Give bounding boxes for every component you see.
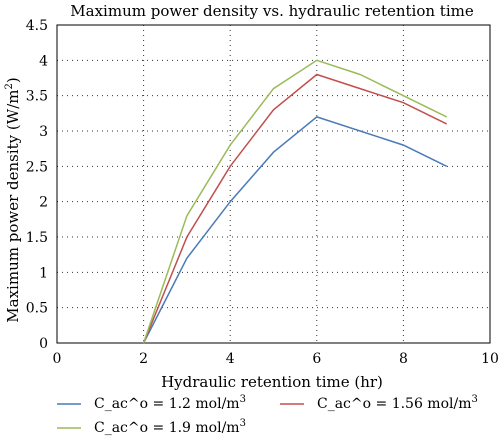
x-tick-label: 8	[399, 351, 408, 367]
legend-label-2: C_ac^o = 1.56 mol/m3	[317, 394, 478, 412]
x-axis-label: Hydraulic retention time (hr)	[161, 373, 383, 391]
y-tick-label: 3	[39, 124, 48, 140]
legend: C_ac^o = 1.2 mol/m3 C_ac^o = 1.56 mol/m3C…	[57, 394, 478, 436]
y-tick-label: 0.5	[26, 301, 48, 317]
y-axis-ticks: 0 0.5 1 1.5 2 2.5 3 3.5 4 4.5	[26, 18, 48, 352]
legend-label-main: C_ac^o = 1.2 mol/m	[94, 396, 240, 412]
series-lines	[142, 59, 448, 344]
y-axis-label-sup: 2	[4, 83, 15, 89]
y-tick-label: 1	[39, 265, 48, 281]
y-tick-label: 0	[39, 336, 48, 352]
legend-label-sup: 3	[240, 394, 246, 405]
series-line-3	[142, 59, 448, 344]
x-axis-ticks: 0 2 4 6 8 10	[53, 351, 499, 367]
legend-label-1: C_ac^o = 1.2 mol/m3	[94, 394, 246, 412]
y-tick-label: 2	[39, 195, 48, 211]
y-axis-label: Maximum power density (W/m2)	[4, 77, 22, 322]
legend-label-main: C_ac^o = 1.9 mol/m	[94, 420, 240, 436]
y-tick-label: 1.5	[26, 230, 48, 246]
grid	[57, 25, 490, 343]
y-tick-label: 3.5	[26, 89, 48, 105]
legend-label-sup: 3	[240, 418, 246, 429]
y-axis-label-main: Maximum power density (W/m	[4, 90, 22, 323]
chart-title: Maximum power density vs. hydraulic rete…	[70, 2, 474, 20]
x-tick-label: 2	[139, 351, 148, 367]
y-tick-label: 4.5	[26, 18, 48, 34]
y-axis-label-tail: )	[4, 77, 22, 83]
y-tick-label: 2.5	[26, 159, 48, 175]
plot-frame	[56, 24, 491, 344]
legend-label-sup: 3	[472, 394, 478, 405]
legend-label-3: C_ac^o = 1.9 mol/m3	[94, 418, 246, 436]
series-line-1	[142, 116, 448, 344]
legend-label-main: C_ac^o = 1.56 mol/m	[317, 396, 472, 412]
x-tick-label: 10	[481, 351, 499, 367]
series-line-2	[142, 73, 448, 344]
x-tick-label: 4	[226, 351, 235, 367]
x-tick-label: 0	[53, 351, 62, 367]
y-tick-label: 4	[39, 53, 48, 69]
x-tick-label: 6	[312, 351, 321, 367]
